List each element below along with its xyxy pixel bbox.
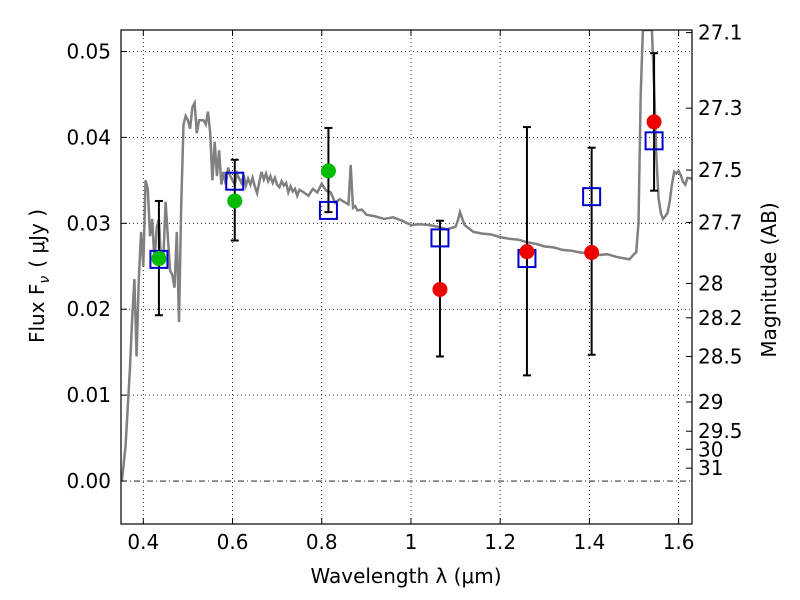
x-tick-label: 1 <box>405 530 418 554</box>
right-tick-label: 28.2 <box>698 306 743 330</box>
green-data-point <box>320 163 336 179</box>
model-flux-box <box>644 131 664 151</box>
red-data-point <box>584 245 600 261</box>
right-tick-label: 27.7 <box>698 210 743 234</box>
grid <box>121 30 692 524</box>
error-bars <box>154 52 659 377</box>
red-data-point <box>519 244 535 260</box>
x-axis-ticks: 0.4 0.6 0.8 1 1.2 1.4 1.6 <box>127 30 695 554</box>
y-tick-label: 0.00 <box>66 469 111 493</box>
y-axis-label-main: Flux F <box>25 284 49 343</box>
x-axis-label: Wavelength λ (μm) <box>310 564 501 588</box>
right-tick-label: 27.5 <box>698 158 743 182</box>
green-data-point <box>227 193 243 209</box>
y-tick-label: 0.03 <box>66 211 111 235</box>
y-axis-ticks: 0.00 0.01 0.02 0.03 0.04 0.05 <box>66 39 127 493</box>
red-data-point <box>646 114 662 130</box>
y-axis-label-subscript: ν <box>37 276 53 284</box>
model-flux-box <box>582 187 602 207</box>
right-tick-label: 28 <box>698 271 723 295</box>
x-tick-label: 0.8 <box>306 530 338 554</box>
model-flux-box <box>318 200 338 220</box>
model-flux-box <box>430 228 450 248</box>
y-tick-label: 0.01 <box>66 383 111 407</box>
right-tick-label: 27.1 <box>698 21 743 45</box>
right-tick-label: 27.3 <box>698 96 743 120</box>
y-tick-label: 0.04 <box>66 125 111 149</box>
observed-points <box>151 114 662 297</box>
x-tick-label: 1.4 <box>573 530 605 554</box>
right-tick-label: 30 <box>698 437 723 461</box>
model-flux-box <box>225 171 245 191</box>
right-tick-label: 29.5 <box>698 419 743 443</box>
y-axis-label-unit: ( μJy ) <box>25 209 49 268</box>
model-flux-box <box>149 249 169 269</box>
model-flux-boxes <box>149 131 664 269</box>
green-data-point <box>151 251 167 267</box>
red-data-point <box>432 281 448 297</box>
x-tick-label: 0.6 <box>217 530 249 554</box>
model-sed-line <box>121 30 692 482</box>
y-tick-label: 0.02 <box>66 297 111 321</box>
x-tick-label: 1.2 <box>484 530 516 554</box>
y-tick-label: 0.05 <box>66 39 111 63</box>
right-axis-label: Magnitude (AB) <box>757 202 781 357</box>
plot-frame <box>120 29 693 525</box>
x-tick-label: 1.6 <box>663 530 695 554</box>
right-tick-label: 31 <box>698 456 723 480</box>
right-tick-label: 28.5 <box>698 344 743 368</box>
x-tick-label: 0.4 <box>127 530 159 554</box>
y-axis-label: Flux Fν ( μJy ) <box>25 209 53 343</box>
right-tick-label: 29 <box>698 390 723 414</box>
